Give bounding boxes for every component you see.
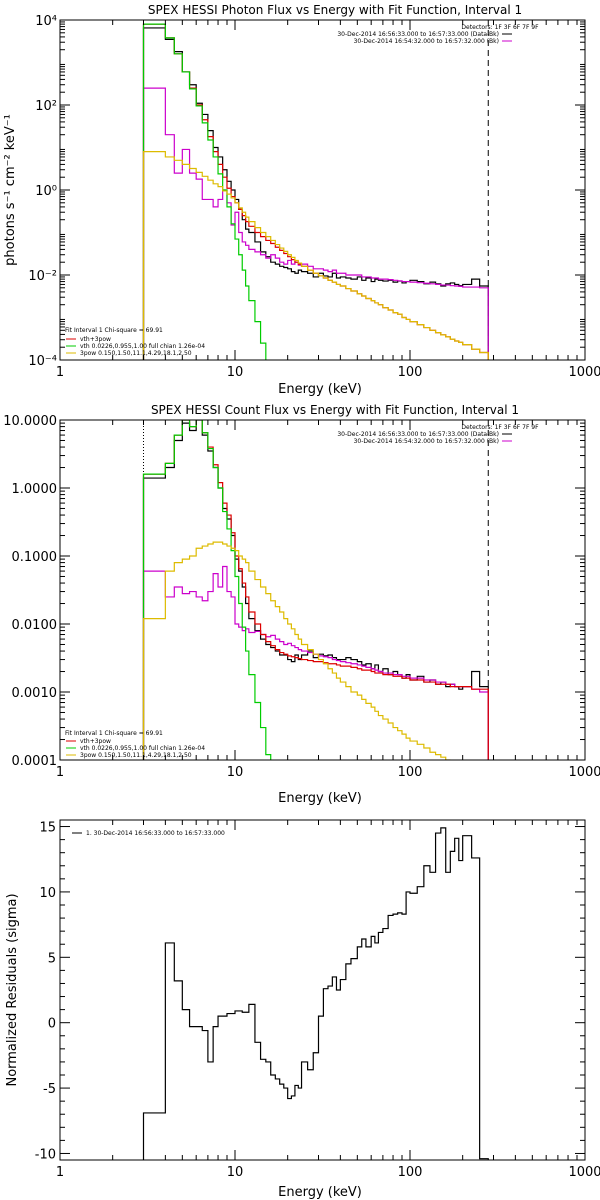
count-flux-y-ticks: 0.0001 0.0010 0.0100 0.1000 1.0000 10.0000 (3, 414, 585, 769)
photon-flux-x-label: Energy (keV) (278, 382, 362, 397)
count-flux-y-tick-label: 10.0000 (3, 414, 57, 429)
residuals-x-tick-label: 1 (56, 1165, 64, 1180)
photon-flux-legend-chisq: Fit Interval 1 Chi-square = 69.91 (65, 327, 163, 334)
photon-flux-legend-top: Detectors: 1F 3F 6F 7F 9F 30-Dec-2014 16… (337, 24, 539, 45)
photon-flux-y-tick-label: 10⁰ (35, 184, 57, 199)
count-flux-legend-3pow: 3pow 0.150,1.50,11.1,4.29,18.1,2.50 (80, 752, 192, 759)
photon-flux-panel: SPEX HESSI Photon Flux vs Energy with Fi… (3, 3, 600, 397)
count-flux-panel: SPEX HESSI Count Flux vs Energy with Fit… (3, 403, 600, 806)
photon-flux-y-label: photons s⁻¹ cm⁻² keV⁻¹ (3, 114, 18, 266)
count-flux-y-tick-label: 0.0001 (12, 754, 58, 769)
photon-flux-y-tick-label: 10⁻⁴ (28, 354, 57, 369)
count-flux-legend-bk: 30-Dec-2014 16:54:32.000 to 16:57:32.000… (354, 438, 499, 445)
photon-flux-x-ticks: 1 10 100 1000 (56, 20, 600, 380)
photon-flux-series-vth (142, 23, 276, 360)
count-flux-series (142, 420, 489, 760)
photon-flux-legend-bottom: Fit Interval 1 Chi-square = 69.91 vth+3p… (65, 327, 205, 357)
residuals-y-tick-label: 5 (48, 951, 56, 966)
count-flux-y-tick-label: 1.0000 (12, 482, 58, 497)
photon-flux-series (142, 23, 489, 360)
photon-flux-vlines (142, 20, 489, 360)
residuals-x-ticks: 1 10 100 1000 (56, 820, 600, 1180)
photon-flux-y-tick-label: 10² (35, 99, 57, 114)
photon-flux-series-data-bk (142, 27, 489, 360)
photon-flux-legend-data: 30-Dec-2014 16:56:33.000 to 16:57:33.000… (337, 31, 499, 38)
residuals-y-tick-label: -5 (43, 1082, 56, 1097)
photon-flux-legend-vth: vth 0.0226,0.955,1.00 full chian 1.26e-0… (80, 343, 205, 350)
photon-flux-legend-bk: 30-Dec-2014 16:54:32.000 to 16:57:32.000… (354, 38, 499, 45)
photon-flux-legend-3pow: 3pow 0.150,1.50,11.1,4.29,18.1,2.50 (80, 350, 192, 357)
count-flux-legend-top: Detectors: 1F 3F 6F 7F 9F 30-Dec-2014 16… (337, 424, 539, 445)
photon-flux-x-tick-label: 1000 (568, 365, 600, 380)
residuals-x-tick-label: 10 (227, 1165, 244, 1180)
count-flux-series-3pow (142, 541, 451, 760)
residuals-y-tick-label: -10 (35, 1147, 56, 1162)
photon-flux-series-bk (142, 87, 489, 360)
residuals-panel: 1 10 100 1000 -10 -5 0 5 10 15 Energy (keV) Norm… (5, 819, 600, 1200)
photon-flux-title: SPEX HESSI Photon Flux vs Energy with Fi… (148, 3, 522, 17)
count-flux-legend-data: 30-Dec-2014 16:56:33.000 to 16:57:33.000… (337, 431, 499, 438)
count-flux-x-tick-label: 1 (56, 765, 64, 780)
count-flux-legend-detectors: Detectors: 1F 3F 6F 7F 9F (461, 424, 539, 431)
count-flux-legend-total: vth+3pow (80, 738, 111, 745)
count-flux-axes-frame (59, 419, 586, 761)
residuals-axes-frame (59, 819, 586, 1161)
count-flux-x-label: Energy (keV) (278, 791, 362, 806)
count-flux-series-data-bk (142, 420, 489, 760)
photon-flux-x-tick-label: 100 (398, 365, 423, 380)
count-flux-series-bk (142, 565, 489, 760)
photon-flux-y-tick-label: 10⁴ (35, 14, 57, 29)
residuals-y-tick-label: 0 (48, 1017, 56, 1032)
residuals-series (142, 827, 489, 1160)
count-flux-y-tick-label: 0.1000 (12, 550, 58, 565)
residuals-y-ticks: -10 -5 0 5 10 15 (35, 821, 585, 1162)
residuals-y-tick-label: 15 (39, 821, 56, 836)
photon-flux-axes-frame (59, 19, 586, 361)
photon-flux-series-3pow (142, 151, 489, 360)
residuals-y-label: Normalized Residuals (sigma) (5, 893, 20, 1086)
residuals-legend-top: 1. 30-Dec-2014 16:56:33.000 to 16:57:33.… (72, 830, 225, 837)
count-flux-y-tick-label: 0.0010 (12, 686, 58, 701)
count-flux-vlines (142, 420, 489, 760)
residuals-legend-entry: 1. 30-Dec-2014 16:56:33.000 to 16:57:33.… (86, 830, 225, 837)
photon-flux-series-vth-3pow (142, 23, 489, 360)
count-flux-series-vth (142, 420, 272, 760)
photon-flux-x-tick-label: 1 (56, 365, 64, 380)
count-flux-legend-chisq: Fit Interval 1 Chi-square = 69.91 (65, 730, 163, 737)
count-flux-y-tick-label: 0.0100 (12, 618, 58, 633)
residuals-y-tick-label: 10 (39, 886, 56, 901)
photon-flux-y-tick-label: 10⁻² (28, 269, 57, 284)
residuals-x-tick-label: 1000 (568, 1165, 600, 1180)
count-flux-title: SPEX HESSI Count Flux vs Energy with Fit… (151, 403, 519, 417)
residuals-x-tick-label: 100 (398, 1165, 423, 1180)
count-flux-x-ticks: 1 10 100 1000 (56, 420, 600, 780)
photon-flux-legend-total: vth+3pow (80, 336, 111, 343)
count-flux-x-tick-label: 100 (398, 765, 423, 780)
count-flux-series-vth-3pow (142, 420, 489, 760)
photon-flux-x-tick-label: 10 (227, 365, 244, 380)
photon-flux-y-ticks: 10⁻⁴ 10⁻² 10⁰ 10² 10⁴ (28, 14, 585, 369)
photon-flux-legend-detectors: Detectors: 1F 3F 6F 7F 9F (461, 24, 539, 31)
residuals-x-label: Energy (keV) (278, 1185, 362, 1200)
count-flux-legend-bottom: Fit Interval 1 Chi-square = 69.91 vth+3p… (65, 730, 205, 759)
count-flux-legend-vth: vth 0.0226,0.955,1.00 full chian 1.26e-0… (80, 745, 205, 752)
residuals-series-1-30-dec-2014-16-56-33-000-to-16-57-33-000 (142, 827, 489, 1160)
count-flux-x-tick-label: 10 (227, 765, 244, 780)
count-flux-x-tick-label: 1000 (568, 765, 600, 780)
